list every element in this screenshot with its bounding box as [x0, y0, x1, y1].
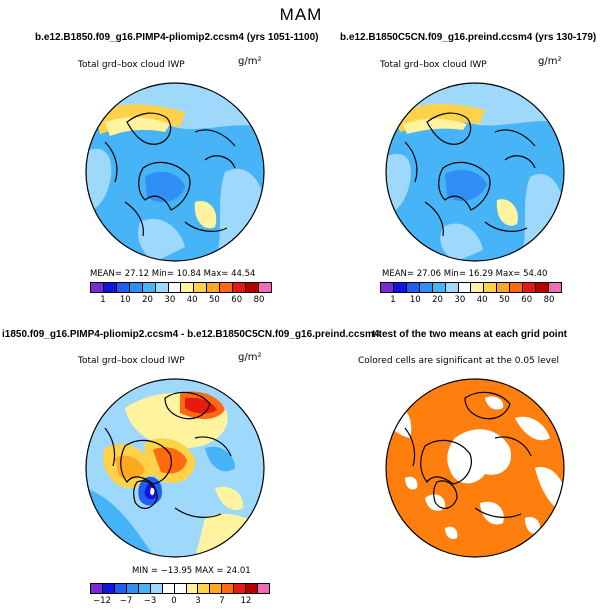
colorbar-swatch — [497, 283, 511, 292]
colorbar-tick-label: 1 — [390, 295, 396, 305]
colorbar-swatch — [91, 283, 104, 292]
colorbar-swatch — [126, 584, 139, 593]
colorbar-swatch — [406, 283, 420, 292]
panel-3-colorbar: −12 −7 −3 0 3 7 12 — [90, 583, 270, 606]
panel-4-note: Colored cells are significant at the 0.0… — [358, 356, 560, 366]
colorbar-tick-label: 20 — [432, 295, 443, 305]
panel-3-units: g/m² — [238, 352, 262, 363]
colorbar-swatch — [150, 584, 163, 593]
colorbar-swatch — [432, 283, 446, 292]
colorbar-swatch — [174, 584, 187, 593]
colorbar-swatch — [536, 283, 549, 292]
colorbar-tick-label: 12 — [240, 596, 252, 606]
colorbar-tick-label: 80 — [253, 295, 265, 305]
colorbar-tick-label: 60 — [521, 295, 533, 305]
colorbar-tick-label: 50 — [209, 295, 220, 305]
colorbar-swatch — [484, 283, 498, 292]
panel-2-units: g/m² — [538, 56, 562, 67]
colorbar-tick-label: 30 — [164, 295, 176, 305]
colorbar-swatch — [116, 283, 130, 292]
colorbar-swatch — [222, 584, 235, 593]
colorbar-swatch — [194, 283, 208, 292]
colorbar-swatch — [168, 283, 182, 292]
colorbar-swatch — [186, 584, 199, 593]
colorbar-tick-label: 40 — [476, 295, 488, 305]
colorbar-tick-label: 80 — [543, 295, 555, 305]
colorbar-swatch — [458, 283, 472, 292]
colorbar-swatch — [138, 584, 151, 593]
panel-1-field-label: Total grd–box cloud IWP — [78, 60, 185, 70]
panel-1-stats: MEAN= 27.12 Min= 10.84 Max= 44.54 — [90, 269, 256, 279]
panel-2-stats: MEAN= 27.06 Min= 16.29 Max= 54.40 — [382, 269, 548, 279]
colorbar-swatch — [523, 283, 537, 292]
colorbar-tick-label: 30 — [454, 295, 466, 305]
colorbar-swatch — [393, 283, 407, 292]
colorbar-tick-label: −12 — [93, 596, 111, 606]
colorbar-swatch — [510, 283, 524, 292]
panel-3-stats: MIN = −13.95 MAX = 24.01 — [132, 566, 251, 576]
colorbar-tick-label: 1 — [100, 295, 106, 305]
colorbar-swatch — [419, 283, 433, 292]
colorbar-tick-label: 40 — [186, 295, 198, 305]
colorbar-tick-label: 60 — [231, 295, 243, 305]
colorbar-swatch — [381, 283, 394, 292]
panel-2-field-label: Total grd–box cloud IWP — [380, 60, 487, 70]
colorbar-tick-label: 10 — [119, 295, 131, 305]
colorbar-swatch — [198, 584, 211, 593]
panel-4-polar-map — [385, 378, 565, 558]
panel-1-polar-map — [85, 82, 265, 262]
colorbar-swatch — [162, 584, 175, 593]
colorbar-tick-label: 3 — [195, 596, 201, 606]
colorbar-swatch — [91, 584, 103, 593]
colorbar-swatch — [181, 283, 195, 292]
colorbar-tick-label: 20 — [142, 295, 153, 305]
colorbar-swatch — [258, 283, 271, 292]
colorbar-swatch — [471, 283, 485, 292]
colorbar-tick-label: −3 — [143, 596, 157, 606]
colorbar-swatch — [246, 283, 259, 292]
panel-2-polar-map — [385, 82, 565, 262]
panel-1-units: g/m² — [238, 56, 262, 67]
colorbar-swatch — [114, 584, 127, 593]
colorbar-swatch — [220, 283, 234, 292]
panel-1-colorbar: 1 10 20 30 40 50 60 80 — [90, 282, 272, 305]
colorbar-swatch — [129, 283, 143, 292]
colorbar-tick-label: 50 — [499, 295, 510, 305]
colorbar-swatch — [142, 283, 156, 292]
colorbar-swatch — [210, 584, 223, 593]
colorbar-swatch — [234, 584, 247, 593]
colorbar-swatch — [548, 283, 561, 292]
panel-1-title: b.e12.B1850.f09_g16.PIMP4-pliomip2.ccsm4… — [35, 32, 319, 43]
colorbar-swatch — [258, 584, 270, 593]
panel-2-title: b.e12.B1850C5CN.f09_g16.preind.ccsm4 (yr… — [340, 32, 597, 43]
colorbar-swatch — [445, 283, 459, 292]
figure-title: MAM — [279, 5, 323, 24]
colorbar-tick-label: 0 — [171, 596, 177, 606]
panel-3-polar-map — [85, 378, 265, 558]
colorbar-swatch — [155, 283, 169, 292]
colorbar-swatch — [207, 283, 221, 292]
colorbar-tick-label: −7 — [119, 596, 133, 606]
colorbar-swatch — [233, 283, 247, 292]
colorbar-swatch — [246, 584, 259, 593]
panel-3-field-label: Total grd–box cloud IWP — [78, 356, 185, 366]
panel-2-colorbar: 1 10 20 30 40 50 60 80 — [380, 282, 562, 305]
panel-3-title: i1850.f09_g16.PIMP4-pliomip2.ccsm4 - b.e… — [2, 329, 380, 340]
colorbar-tick-label: 7 — [219, 596, 225, 606]
panel-4-title: t-test of the two means at each grid poi… — [372, 329, 568, 340]
colorbar-tick-label: 10 — [409, 295, 421, 305]
colorbar-swatch — [103, 283, 117, 292]
colorbar-swatch — [102, 584, 115, 593]
